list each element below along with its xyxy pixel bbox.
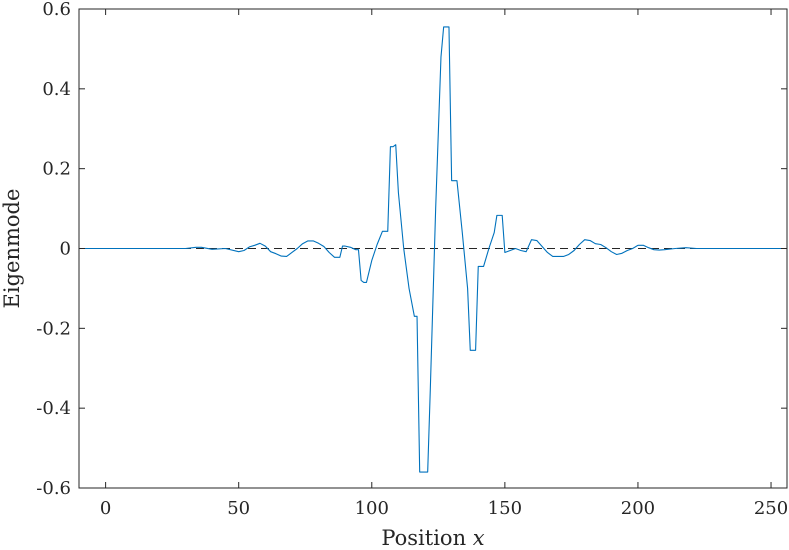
eigenmode-series-line (79, 26, 787, 473)
x-axis-label: Position x (381, 526, 484, 550)
y-axis-ticks: 0.6 0.4 0.2 0 -0.2 -0.4 -0.6 (36, 0, 787, 499)
plot-area (79, 26, 787, 473)
y-tick-label: 0.4 (42, 79, 71, 100)
y-tick-label: -0.6 (36, 478, 71, 499)
y-tick-label: 0.2 (42, 159, 71, 180)
x-axis-label-prefix: Position (381, 526, 472, 550)
x-tick-label: 100 (355, 498, 389, 519)
x-tick-label: 150 (488, 498, 522, 519)
x-tick-label: 250 (754, 498, 788, 519)
x-tick-label: 200 (621, 498, 655, 519)
x-tick-label: 0 (100, 498, 111, 519)
y-tick-label: -0.4 (36, 398, 71, 419)
x-axis-ticks: 0 50 100 150 200 250 (100, 9, 788, 519)
x-tick-label: 50 (227, 498, 250, 519)
x-axis-label-variable: x (473, 526, 485, 550)
y-tick-label: 0 (60, 239, 71, 260)
y-tick-label: -0.2 (36, 318, 71, 339)
y-axis-label: Eigenmode (0, 189, 24, 309)
y-tick-label: 0.6 (42, 0, 71, 20)
